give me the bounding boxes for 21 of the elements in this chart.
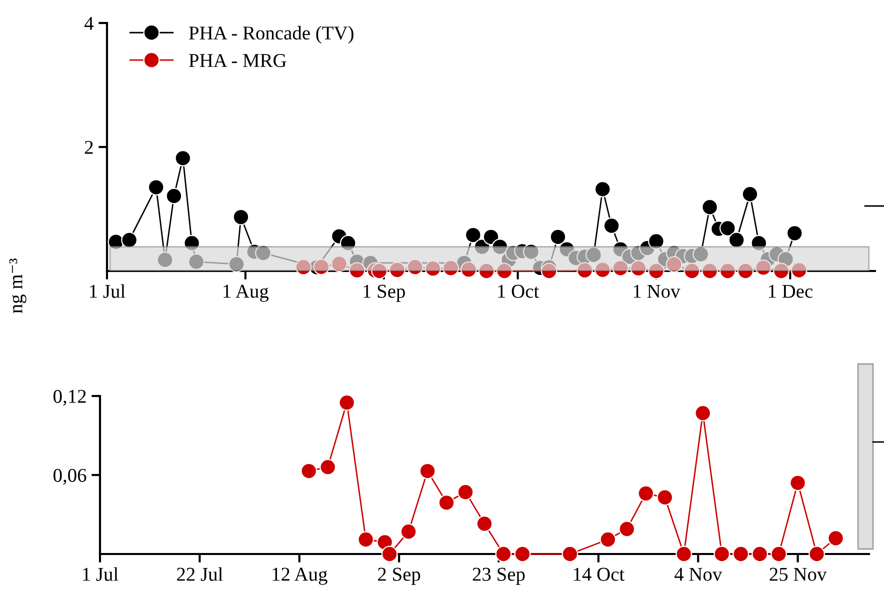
x-tick-label: 1 Aug: [224, 284, 269, 302]
x-tick-label: 25 Nov: [770, 568, 827, 581]
x-tick-label: 1 Dec: [768, 284, 813, 298]
x-tick-label: 1 Nov: [634, 284, 680, 298]
y-tick-label: 4: [84, 16, 94, 30]
y-tick-label: 0,12: [54, 390, 86, 406]
y-tick-label: 2: [84, 140, 93, 154]
x-tick-label: 23 Sep: [472, 568, 525, 585]
x-tick-label: 2 Sep: [378, 568, 420, 585]
legend-label: PHA - MRG: [189, 54, 286, 68]
x-tick-label: 1 Jul: [90, 284, 126, 298]
x-tick-label: 14 Oct: [574, 568, 625, 581]
x-tick-label: 1 Jul: [83, 567, 118, 581]
x-tick-label: 4 Nov: [674, 568, 722, 581]
x-tick-label: 1 Sep: [364, 284, 405, 302]
x-tick-label: 12 Aug: [272, 568, 328, 585]
legend-label: PHA - Roncade (TV): [189, 26, 354, 44]
x-tick-label: 22 Jul: [177, 567, 223, 581]
y-tick-label: 0,06: [54, 468, 86, 485]
x-tick-label: 1 Oct: [498, 284, 540, 298]
y-axis-title: ng m⁻³: [9, 258, 26, 314]
